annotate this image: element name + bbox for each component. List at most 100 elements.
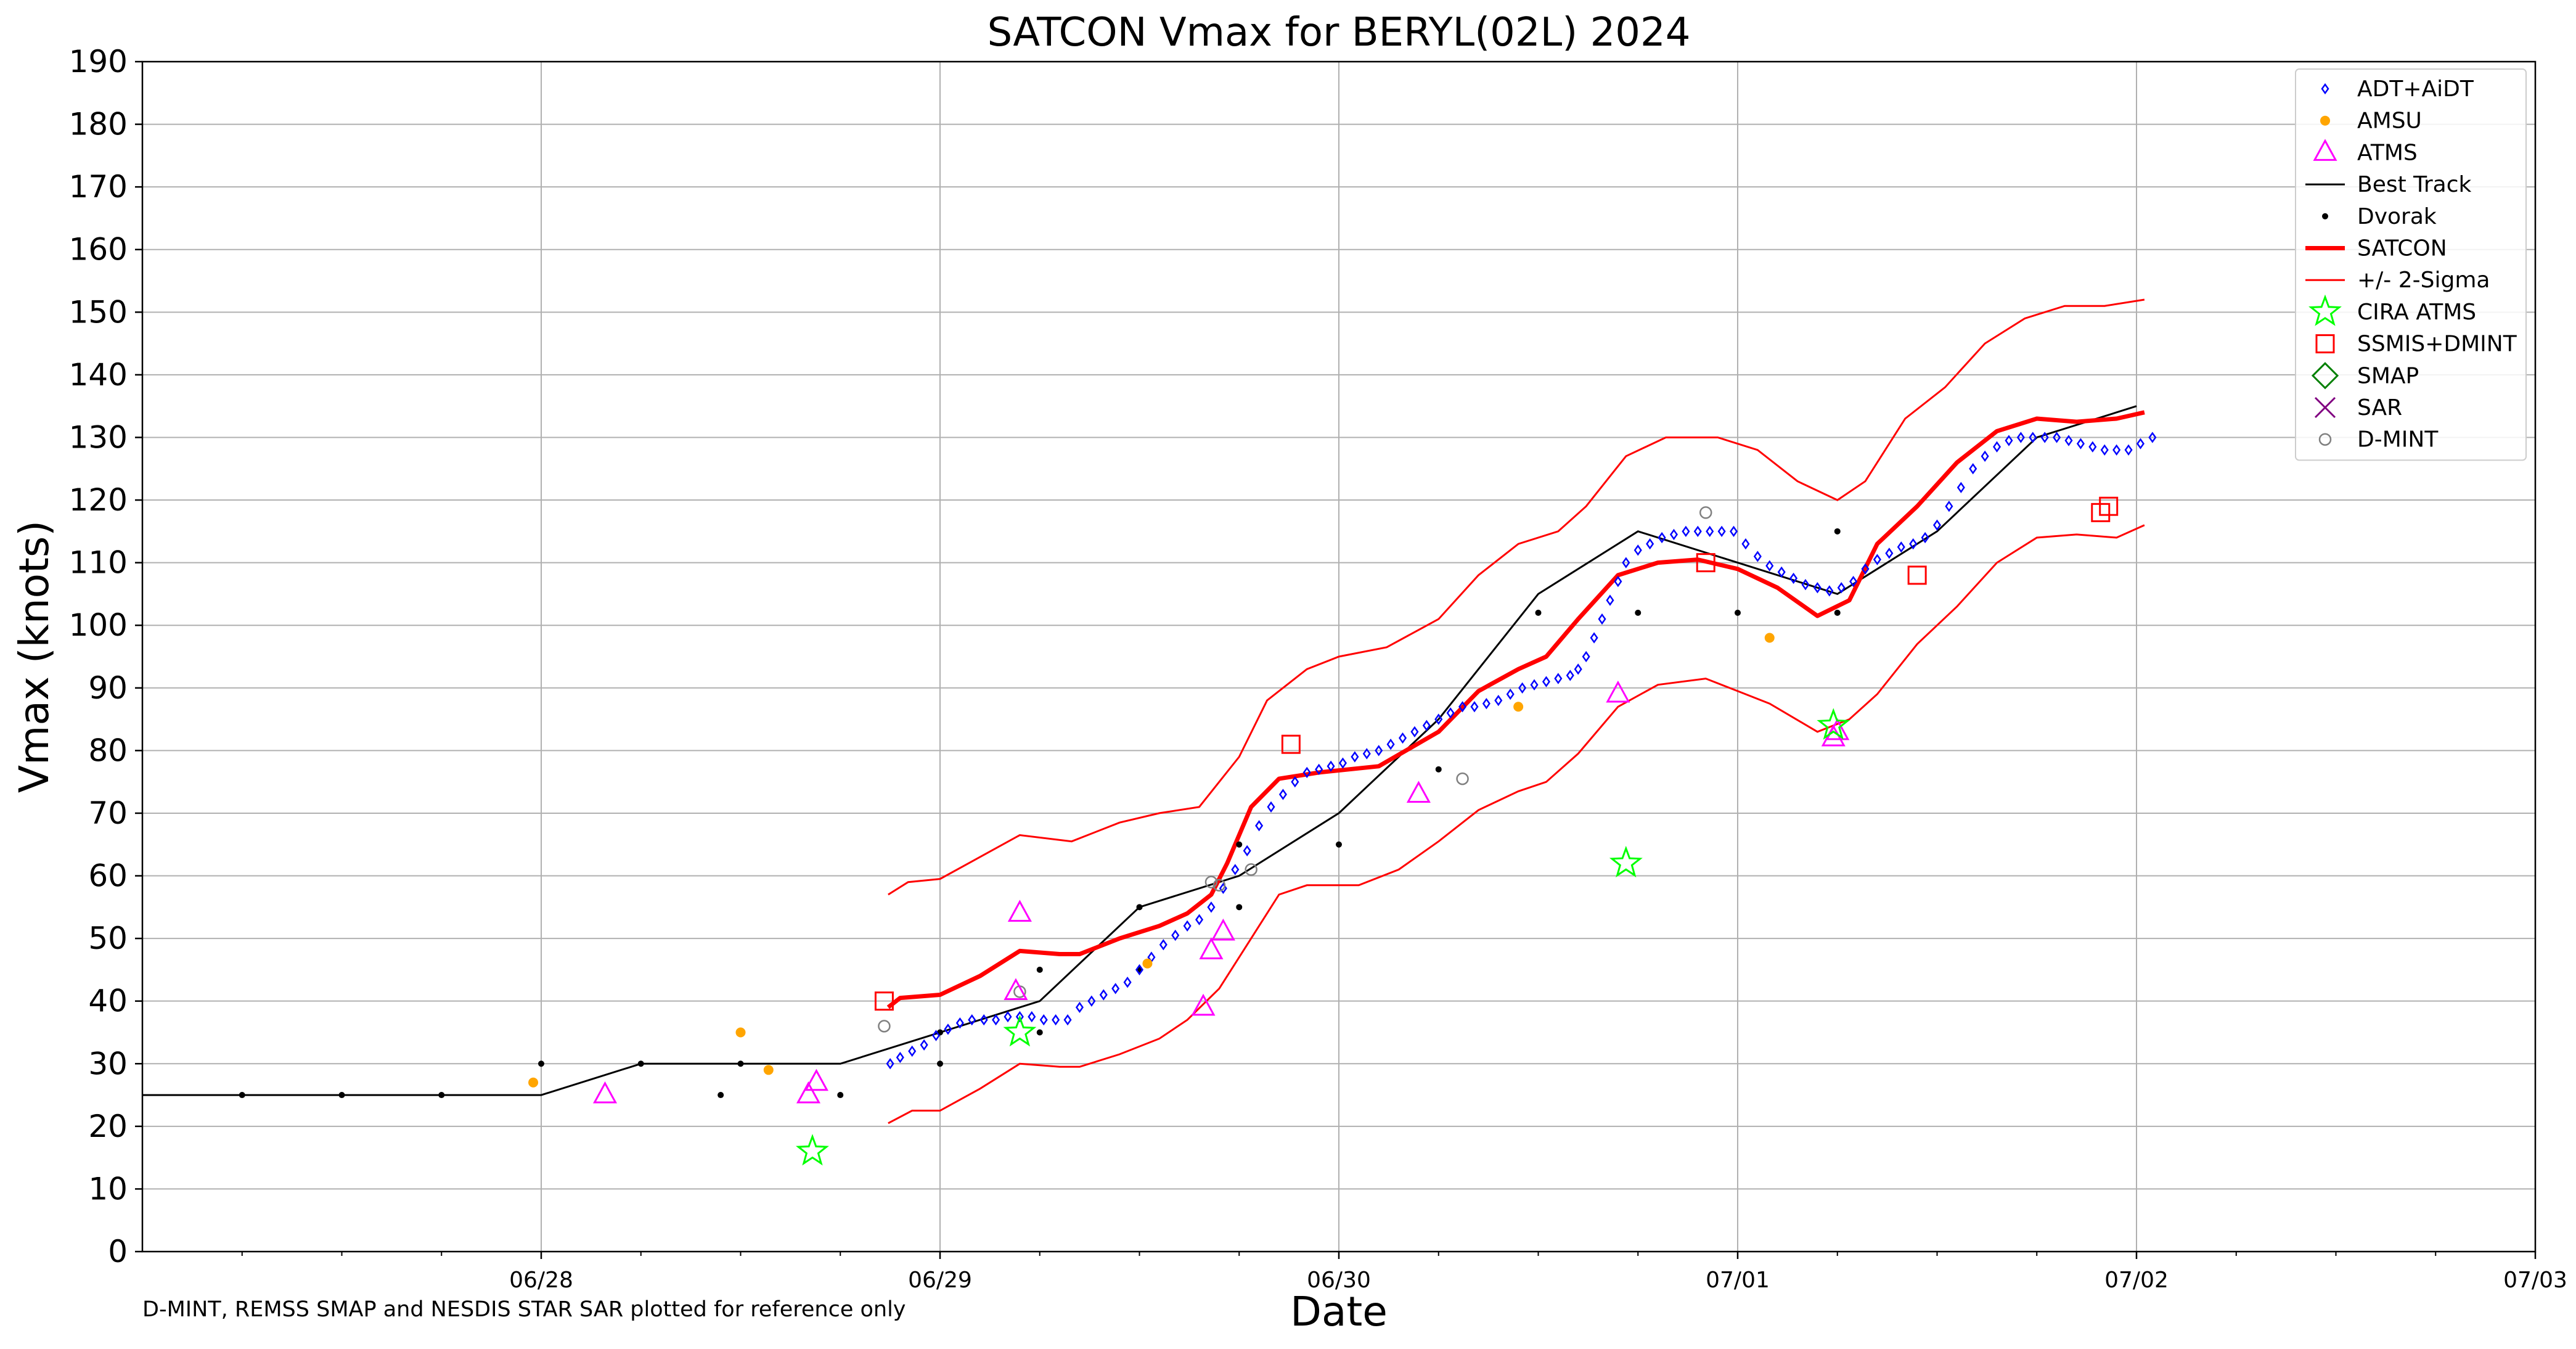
adt-aidt-point [1099,989,1108,1001]
adt-aidt-point [1434,713,1443,725]
adt-aidt-point [1606,594,1614,606]
atms-point [804,1068,828,1091]
y-tick-label: 40 [88,983,128,1019]
adt-aidt-point [1111,983,1120,994]
legend-item: SMAP [2311,362,2419,390]
y-tick-label: 140 [69,357,128,393]
adt-aidt-point [1813,582,1822,594]
atms-point [1406,781,1431,803]
adt-aidt-point [1706,525,1714,537]
legend-swatch [2314,396,2336,419]
legend-item: SSMIS+DMINT [2315,332,2517,357]
d-mint-point [878,1020,891,1033]
adt-aidt-series [886,432,2157,1070]
ssmis-dmint-series [874,496,2119,1011]
dvorak-point [1735,609,1741,616]
y-tick-label: 90 [88,670,128,706]
legend-item: SATCON [2305,236,2447,261]
dvorak-point [438,1092,445,1099]
adt-aidt-point [1482,698,1490,710]
atms-point [592,1081,618,1104]
adt-aidt-point [2040,432,2049,443]
adt-aidt-point [1622,557,1630,568]
adt-aidt-point [1717,525,1726,537]
adt-aidt-point [955,1017,964,1029]
legend-label: D-MINT [2357,427,2439,453]
adt-aidt-point [1777,566,1786,578]
cira-atms-point [795,1134,829,1166]
legend-item: SAR [2314,395,2402,420]
adt-aidt-point [1494,694,1503,707]
adt-aidt-point [1183,920,1192,932]
adt-aidt-point [1825,585,1834,597]
adt-aidt-point [1530,679,1539,691]
adt-aidt-point [1087,995,1096,1007]
adt-aidt-point [1993,441,2002,453]
adt-aidt-point [886,1058,894,1070]
dvorak-point [1236,841,1243,848]
dvorak-point [1834,609,1841,616]
dvorak-point [1036,1029,1043,1036]
adt-aidt-point [1063,1014,1072,1026]
legend-item: D-MINT [2318,427,2439,453]
ssmis-dmint-point [1281,734,1301,754]
adt-aidt-point [2136,438,2145,449]
adt-aidt-point [2029,432,2037,443]
y-tick-label: 60 [88,858,128,894]
y-axis: 0 10 20 30 40 50 60 70 80 90 100 110 120 130 140 150 160… [69,44,142,1269]
x-tick-label: 07/03 [2503,1268,2567,1293]
legend-swatch [2311,362,2339,390]
legend-swatch [2315,334,2335,354]
x-tick-label: 07/01 [1706,1268,1770,1293]
adt-aidt-point [1741,538,1750,550]
legend-item: ADT+AiDT [2321,76,2474,102]
adt-aidt-point [1932,519,1942,531]
atms-point [1606,680,1630,703]
adt-aidt-point [2016,432,2025,443]
adt-aidt-point [1338,757,1347,769]
cira-atms-point [1003,1015,1037,1047]
dvorak-point [837,1092,844,1099]
adt-aidt-point [1921,531,1929,544]
atms-point [1199,937,1224,959]
adt-aidt-point [1542,676,1550,687]
adt-aidt-point [1195,914,1204,925]
y-tick-label: 100 [69,607,128,643]
adt-aidt-point [1004,1011,1012,1023]
cira-atms-point [1817,708,1850,740]
dvorak-point [1535,609,1542,616]
y-tick-label: 80 [88,732,128,768]
atms-point [1004,978,1028,1000]
adt-aidt-point [1634,544,1642,556]
adt-aidt-point [1386,739,1395,750]
adt-aidt-point [1789,572,1798,584]
adt-aidt-point [1171,929,1180,941]
adt-aidt-point [1518,682,1527,694]
legend-label: SAR [2357,395,2402,420]
adt-aidt-point [1159,939,1167,951]
adt-aidt-point [2005,435,2013,446]
legend: ADT+AiDT AMSU ATMS Best Track Dvorak SATCON +/… [2295,68,2527,461]
atms-point [1191,993,1216,1016]
legend-label: ATMS [2357,140,2418,165]
y-tick-label: 0 [108,1234,128,1269]
legend-label: Best Track [2357,172,2472,197]
plot-area [142,298,2157,1166]
legend-item: Dvorak [2322,204,2437,229]
adt-aidt-point [1410,726,1419,738]
adt-aidt-point [979,1014,988,1026]
legend-swatch [2321,83,2329,95]
d-mint-point [1699,506,1712,519]
adt-aidt-point [1351,751,1359,763]
atms-point [1825,718,1850,740]
adt-aidt-point [1669,528,1678,541]
dvorak-point [637,1060,644,1067]
adt-aidt-point [944,1023,952,1035]
y-tick-label: 180 [69,107,128,142]
adt-aidt-point [1729,525,1738,537]
adt-aidt-point [896,1051,904,1064]
legend-item: AMSU [2320,109,2422,134]
y-tick-label: 190 [69,44,128,80]
adt-aidt-point [1135,964,1144,976]
